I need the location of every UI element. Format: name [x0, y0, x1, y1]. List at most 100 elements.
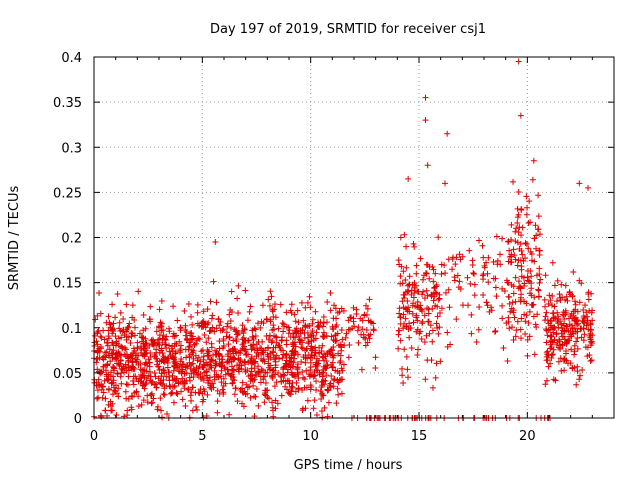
data-point — [169, 389, 176, 396]
data-point — [523, 193, 530, 200]
data-point — [304, 330, 311, 337]
data-point — [199, 398, 206, 405]
data-point — [571, 364, 578, 371]
data-point — [404, 366, 411, 373]
data-point — [261, 399, 268, 406]
data-point — [177, 325, 184, 332]
data-point — [506, 247, 513, 254]
data-point — [216, 352, 223, 359]
data-point — [551, 337, 558, 344]
data-point — [194, 320, 201, 327]
data-point — [422, 270, 429, 277]
data-point — [224, 366, 231, 373]
data-point — [429, 384, 436, 391]
data-point — [234, 398, 241, 405]
data-point — [233, 327, 240, 334]
data-point — [206, 374, 213, 381]
data-point — [326, 382, 333, 389]
data-point — [293, 325, 300, 332]
data-point — [561, 367, 568, 374]
data-point — [429, 327, 436, 334]
data-point — [165, 342, 172, 349]
data-point — [311, 397, 318, 404]
data-point — [325, 399, 332, 406]
data-point — [113, 390, 120, 397]
data-point — [484, 302, 491, 309]
data-point — [169, 372, 176, 379]
data-point — [417, 302, 424, 309]
data-point — [335, 350, 342, 357]
data-point — [554, 318, 561, 325]
data-point — [296, 336, 303, 343]
x-tick-label: 5 — [198, 429, 206, 444]
data-point — [480, 254, 487, 261]
data-point — [308, 331, 315, 338]
data-point — [110, 347, 117, 354]
data-point — [529, 176, 536, 183]
y-tick-label: 0.05 — [53, 367, 82, 382]
data-point — [585, 289, 592, 296]
data-point — [148, 390, 155, 397]
data-point — [506, 253, 513, 260]
data-point — [585, 326, 592, 333]
data-point — [104, 361, 111, 368]
data-point — [218, 362, 225, 369]
tick-layer: 0 5 10 15 20 0 0.05 0.1 0.15 0.2 0.25 0.3 0.35 0.4 — [53, 51, 614, 444]
data-point — [401, 291, 408, 298]
data-point — [226, 334, 233, 341]
data-point — [175, 368, 182, 375]
data-point — [307, 367, 314, 374]
data-point — [157, 322, 164, 329]
data-point — [409, 302, 416, 309]
data-point — [205, 352, 212, 359]
data-point — [123, 395, 130, 402]
data-point — [170, 354, 177, 361]
data-point — [102, 367, 109, 374]
data-point — [244, 317, 251, 324]
data-point — [518, 291, 525, 298]
data-point — [261, 391, 268, 398]
data-point — [272, 405, 279, 412]
data-point — [403, 264, 410, 271]
data-point — [423, 270, 430, 277]
data-point — [490, 259, 497, 266]
data-point — [242, 287, 249, 294]
data-point — [587, 358, 594, 365]
data-point — [338, 390, 345, 397]
data-point — [572, 301, 579, 308]
data-point — [499, 235, 506, 242]
data-point — [510, 336, 517, 343]
data-point — [337, 357, 344, 364]
data-point — [192, 352, 199, 359]
data-point — [178, 356, 185, 363]
data-point — [188, 329, 195, 336]
data-point — [183, 369, 190, 376]
data-point — [547, 322, 554, 329]
data-point — [208, 315, 215, 322]
data-point — [269, 327, 276, 334]
data-point — [109, 339, 116, 346]
data-point — [102, 407, 109, 414]
data-point — [402, 276, 409, 283]
data-point — [548, 352, 555, 359]
data-point — [160, 327, 167, 334]
data-point — [588, 357, 595, 364]
data-point — [115, 360, 122, 367]
data-point — [517, 326, 524, 333]
data-point — [158, 345, 165, 352]
data-point — [260, 373, 267, 380]
data-point — [568, 333, 575, 340]
data-point — [517, 257, 524, 264]
data-layer — [91, 58, 596, 421]
data-point — [300, 317, 307, 324]
data-point — [257, 379, 264, 386]
data-point — [292, 334, 299, 341]
data-point — [521, 298, 528, 305]
data-point — [212, 347, 219, 354]
data-point — [162, 336, 169, 343]
data-point — [346, 341, 353, 348]
data-point — [188, 397, 195, 404]
data-point — [570, 269, 577, 276]
data-point — [287, 307, 294, 314]
data-point — [280, 377, 287, 384]
